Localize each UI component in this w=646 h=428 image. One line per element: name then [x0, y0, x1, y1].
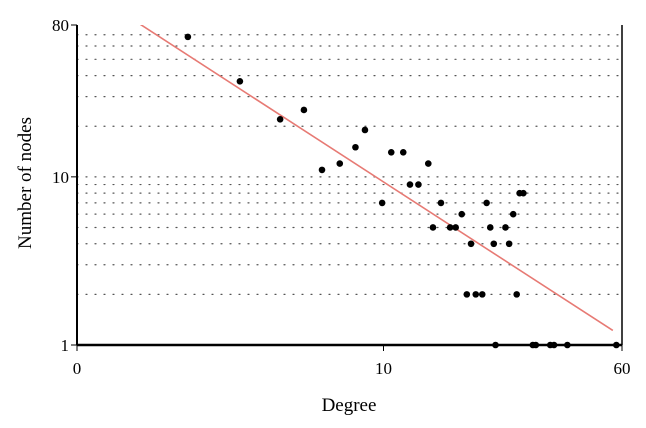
data-point — [509, 210, 517, 218]
data-point — [458, 210, 466, 218]
data-points — [184, 33, 620, 349]
data-point — [486, 224, 494, 231]
data-point — [276, 115, 284, 123]
data-point — [300, 106, 308, 114]
data-point — [446, 224, 454, 231]
data-point — [472, 291, 480, 298]
x-axis-ticks: 0 10 60 — [73, 345, 631, 378]
x-tick-label: 0 — [73, 359, 82, 378]
data-point — [478, 291, 486, 298]
x-tick-label: 60 — [614, 359, 631, 378]
data-point — [564, 341, 571, 349]
data-point — [520, 189, 527, 197]
y-tick-label: 10 — [52, 168, 69, 187]
data-point — [406, 181, 414, 188]
fit-line — [139, 25, 614, 332]
data-point — [513, 291, 520, 298]
data-point — [318, 166, 326, 174]
data-point — [492, 341, 499, 349]
data-point — [387, 148, 395, 156]
data-point — [437, 199, 445, 207]
data-point — [463, 291, 471, 298]
y-tick-label: 80 — [52, 16, 69, 35]
data-point — [452, 224, 459, 231]
data-point — [532, 341, 540, 349]
data-point — [424, 160, 432, 167]
fit-line-group — [139, 25, 614, 332]
data-point — [352, 143, 359, 151]
data-point — [399, 148, 407, 156]
data-point — [361, 126, 369, 134]
data-point — [429, 224, 437, 231]
y-axis-label: Number of nodes — [15, 117, 36, 249]
data-point — [613, 341, 620, 349]
data-point — [483, 199, 490, 207]
data-point — [336, 160, 344, 167]
y-tick-label: 1 — [61, 336, 70, 355]
x-axis-label: Degree — [322, 395, 377, 416]
grid-lines — [76, 34, 623, 295]
data-point — [236, 78, 244, 85]
data-point — [467, 240, 475, 248]
data-point — [502, 224, 509, 231]
data-point — [550, 341, 558, 349]
data-point — [378, 199, 386, 207]
x-tick-label: 10 — [375, 359, 392, 378]
data-point — [490, 240, 498, 248]
data-point — [415, 181, 422, 188]
y-axis-ticks: 1 10 80 — [52, 16, 77, 355]
data-point — [505, 240, 513, 248]
data-point — [184, 33, 192, 41]
